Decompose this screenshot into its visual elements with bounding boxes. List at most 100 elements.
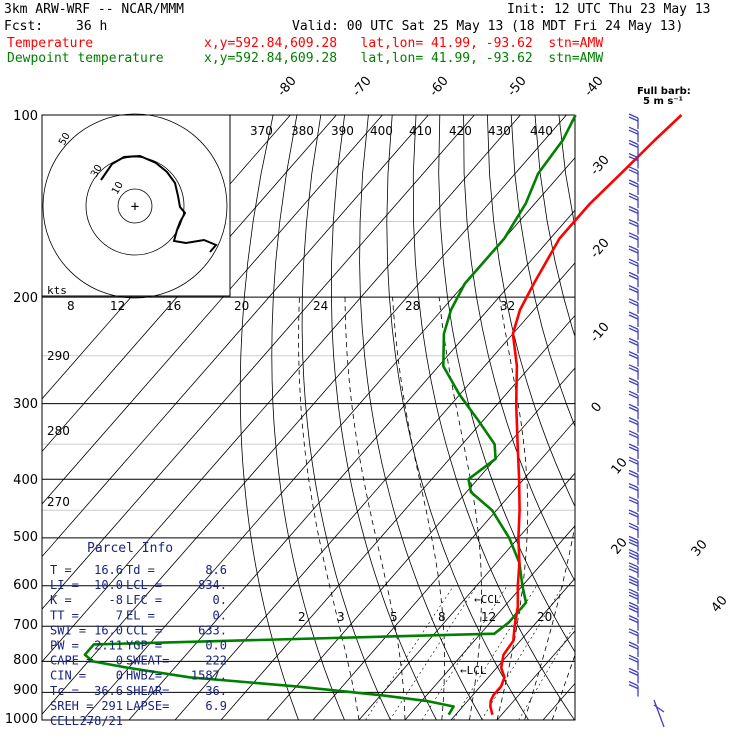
parcel-info-value: T = (50, 563, 72, 577)
parcel-info-value: SHEAR= (126, 684, 169, 698)
dry-adiabat-line (330, 115, 437, 720)
theta-label: 420 (449, 124, 472, 138)
dry-adiabat-line (630, 115, 740, 733)
wind-barb (628, 364, 639, 380)
wind-barb-flag (628, 420, 639, 426)
theta-label: 370 (250, 124, 273, 138)
wind-barb-flag (628, 631, 639, 637)
isotherm-line (174, 262, 575, 720)
parcel-info-value: 0 (116, 669, 123, 683)
moist-adiabat-line (551, 653, 575, 720)
parcel-info-value: LFC = (126, 593, 162, 607)
wind-barb (628, 496, 639, 512)
wind-barb (628, 179, 639, 195)
isotherm-line (450, 577, 575, 720)
wind-barb (628, 575, 639, 591)
moist-adiabat-line (344, 297, 406, 720)
isotherm-line (542, 682, 575, 720)
isotherm-line (42, 115, 475, 610)
parcel-info-panel: Parcel Info T = 16.6 Td = 8.6 LI = 10.0 LCL = 8… (50, 541, 227, 728)
wind-barb (628, 483, 639, 499)
dewpoint-location-info: x,y=592.84,609.28 lat,lon= 41.99, -93.62… (204, 51, 604, 66)
parcel-info-value: 834. (198, 578, 227, 592)
wind-barb-flag (628, 681, 639, 687)
parcel-info-value: 16.6 (94, 563, 123, 577)
wind-barb (628, 351, 639, 367)
wind-barb (628, 390, 639, 407)
wind-barb-flag (628, 538, 639, 544)
wind-barb-flag (628, 667, 639, 673)
wind-barb-flag (628, 549, 639, 555)
moist-adiabat-line (392, 297, 446, 720)
wind-barb-flag (628, 390, 639, 396)
wind-barb-flag (628, 565, 639, 571)
forecast-label: Fcst: (4, 19, 44, 34)
hodograph: + 10 30 50 kts (41, 113, 231, 299)
wind-barb (628, 232, 639, 248)
parcel-info-value: TT = (50, 608, 79, 622)
wind-barb-flag (628, 195, 639, 201)
wind-barb-flag (628, 456, 639, 462)
pressure-tick-label: 100 (13, 109, 38, 124)
mixing-ratio-label: 2 (298, 610, 306, 624)
dry-adiabat-line (386, 115, 529, 720)
wind-barb-flag (628, 588, 639, 594)
wind-barb-flag (628, 684, 639, 690)
wind-barb-flag (628, 258, 639, 264)
wind-barb-flag (628, 142, 639, 148)
wind-barb-flag (628, 285, 639, 291)
parcel-info-value: 36. (205, 684, 227, 698)
isotherm-line (220, 314, 575, 720)
wind-barb-flag (628, 245, 639, 251)
wind-barb (628, 562, 639, 578)
wind-barb-flag (653, 704, 665, 713)
mixing-ratio-line (365, 585, 454, 720)
dry-adiabat-line (359, 115, 483, 720)
mixing-ratio-label: 16 (166, 299, 181, 313)
pressure-tick-label: 700 (13, 618, 38, 633)
wind-barb-flag (628, 298, 639, 304)
dry-adiabat-line (438, 115, 575, 653)
isotherm-line (42, 115, 521, 663)
parcel-info-value: HWBZ= (126, 669, 162, 683)
parcel-info-value: 8.6 (205, 563, 227, 577)
wind-barb-flag (628, 153, 639, 159)
wind-barb-flag (628, 393, 639, 399)
wind-barb (628, 337, 639, 354)
dry-adiabat-line (412, 115, 575, 720)
isotherm-label: -70 (350, 74, 375, 100)
parcel-info-value: 16.0 (94, 623, 123, 637)
wind-barb-flag (628, 433, 639, 439)
parcel-info-value: 2.11 (94, 639, 123, 653)
parcel-info-value: 7 (116, 608, 123, 622)
wind-barb (628, 192, 639, 209)
wind-barb-flag (628, 618, 639, 624)
dewpoint-line (83, 114, 577, 716)
pressure-tick-label: 400 (13, 473, 38, 488)
temperature-legend-label: Temperature (7, 36, 94, 51)
wind-barb-flag (628, 509, 639, 515)
isotherm-label: -20 (588, 236, 613, 262)
wind-barb-flag (628, 594, 639, 600)
wind-barb (628, 641, 639, 657)
wind-barb-flag (628, 568, 639, 574)
parcel-info-value: YGP = (126, 639, 162, 653)
wind-barb-flag (628, 541, 639, 547)
wind-barb-flag (628, 261, 639, 267)
mixing-ratio-label: 5 (390, 610, 398, 624)
parcel-info-value: CIN = (50, 669, 86, 683)
dry-adiabat-line (702, 115, 740, 733)
wind-barb-flag (628, 644, 639, 650)
mixing-ratio-label: 20 (537, 610, 552, 624)
dry-adiabat-line (654, 115, 740, 733)
theta-label: 440 (530, 124, 553, 138)
wind-barb (628, 522, 639, 539)
mixing-ratio-label: 12 (110, 299, 125, 313)
theta-label: 410 (409, 124, 432, 138)
isotherm-line (312, 419, 575, 720)
wind-barb-flag (628, 327, 639, 333)
parcel-info-value: EL = (126, 608, 155, 622)
isotherm-line (589, 115, 740, 720)
wind-barb-flag (628, 367, 639, 373)
wind-barb (628, 258, 639, 275)
